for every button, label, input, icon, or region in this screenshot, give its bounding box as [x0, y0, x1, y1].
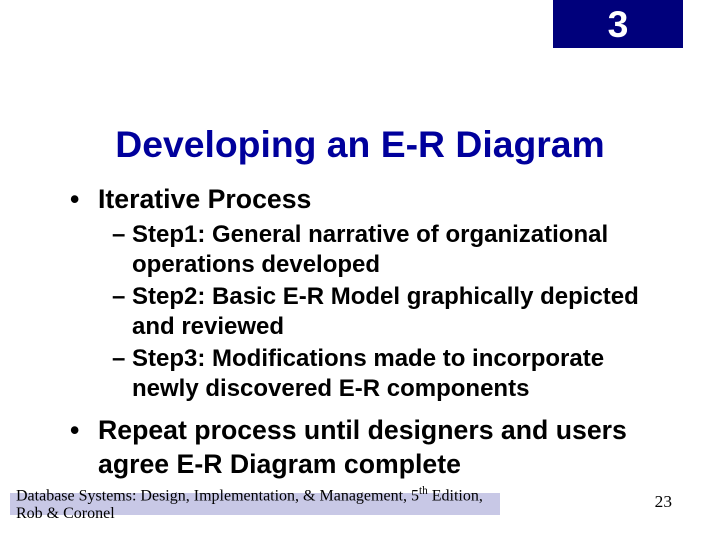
slide: 3 Developing an E-R Diagram • Iterative …	[0, 0, 720, 540]
bullet-l1: • Repeat process until designers and use…	[70, 414, 660, 481]
bullet-l2: – Step1: General narrative of organizati…	[112, 220, 660, 280]
bullet-text: Step1: General narrative of organization…	[132, 220, 660, 280]
chapter-number: 3	[608, 3, 629, 46]
content-area: • Iterative Process – Step1: General nar…	[70, 175, 660, 481]
bullet-l1: • Iterative Process	[70, 183, 660, 216]
chapter-box: 3	[553, 0, 683, 48]
bullet-dash-icon: –	[112, 282, 132, 312]
bullet-dash-icon: –	[112, 220, 132, 250]
bullet-text: Iterative Process	[98, 183, 660, 216]
page-number: 23	[655, 492, 672, 512]
bullet-text: Step3: Modifications made to incorporate…	[132, 344, 660, 404]
bullet-text: Step2: Basic E-R Model graphically depic…	[132, 282, 660, 342]
bullet-dash-icon: –	[112, 344, 132, 374]
slide-title: Developing an E-R Diagram	[0, 123, 720, 166]
bullet-dot-icon: •	[70, 414, 98, 447]
bullet-dot-icon: •	[70, 183, 98, 216]
sub-list: – Step1: General narrative of organizati…	[112, 220, 660, 404]
bullet-l2: – Step2: Basic E-R Model graphically dep…	[112, 282, 660, 342]
bullet-text: Repeat process until designers and users…	[98, 414, 660, 481]
footer-bar: Database Systems: Design, Implementation…	[10, 493, 500, 515]
footer-text: Database Systems: Design, Implementation…	[16, 485, 500, 523]
bullet-l2: – Step3: Modifications made to incorpora…	[112, 344, 660, 404]
